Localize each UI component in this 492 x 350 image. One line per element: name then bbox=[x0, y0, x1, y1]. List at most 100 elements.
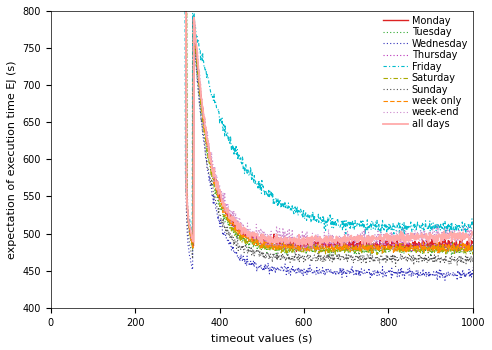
Saturday bbox=[466, 248, 472, 252]
all days bbox=[183, 9, 189, 13]
week only bbox=[405, 246, 411, 250]
all days bbox=[338, 244, 344, 248]
week only bbox=[470, 244, 476, 248]
Tuesday bbox=[223, 218, 229, 222]
Thursday bbox=[395, 241, 401, 246]
week only bbox=[369, 251, 375, 256]
Friday bbox=[450, 233, 456, 238]
week only bbox=[438, 247, 444, 252]
week only bbox=[396, 247, 401, 251]
Tuesday bbox=[470, 248, 476, 252]
Saturday bbox=[223, 215, 229, 219]
Thursday bbox=[438, 243, 444, 247]
Saturday bbox=[443, 253, 449, 257]
Sunday bbox=[205, 164, 211, 168]
Friday bbox=[470, 223, 476, 227]
Thursday bbox=[448, 246, 454, 250]
Saturday bbox=[414, 246, 420, 250]
Wednesday bbox=[183, 13, 189, 17]
week-end bbox=[414, 232, 420, 237]
Friday bbox=[241, 165, 247, 169]
Saturday bbox=[351, 250, 357, 254]
Sunday bbox=[385, 256, 391, 260]
Monday bbox=[293, 249, 299, 253]
Line: Wednesday: Wednesday bbox=[186, 15, 473, 280]
Friday bbox=[303, 214, 308, 218]
Line: Tuesday: Tuesday bbox=[187, 14, 473, 256]
week-end bbox=[303, 250, 308, 254]
Thursday bbox=[453, 251, 459, 255]
week-end bbox=[184, 10, 190, 15]
week-end bbox=[466, 230, 472, 234]
Friday bbox=[354, 221, 360, 225]
Tuesday bbox=[447, 247, 453, 252]
week-end bbox=[223, 202, 229, 206]
Sunday bbox=[470, 256, 476, 260]
Monday bbox=[362, 239, 368, 244]
Line: week only: week only bbox=[186, 12, 473, 253]
all days bbox=[349, 237, 355, 241]
Line: Thursday: Thursday bbox=[186, 14, 473, 253]
Thursday bbox=[470, 245, 476, 249]
week-end bbox=[351, 233, 357, 237]
Monday bbox=[320, 245, 326, 250]
Tuesday bbox=[351, 251, 357, 256]
Friday bbox=[196, 47, 202, 51]
Wednesday bbox=[320, 266, 326, 270]
Sunday bbox=[362, 258, 368, 262]
Wednesday bbox=[385, 270, 391, 274]
Line: Monday: Monday bbox=[186, 10, 473, 251]
Friday bbox=[267, 189, 273, 193]
Wednesday bbox=[470, 265, 476, 270]
Wednesday bbox=[434, 278, 440, 282]
Saturday bbox=[470, 252, 476, 257]
Thursday bbox=[405, 240, 411, 244]
week only bbox=[241, 233, 247, 237]
Sunday bbox=[320, 257, 326, 261]
Tuesday bbox=[466, 244, 472, 248]
Saturday bbox=[337, 249, 343, 253]
Monday bbox=[232, 223, 238, 227]
Tuesday bbox=[184, 12, 190, 16]
Thursday bbox=[419, 243, 425, 247]
Wednesday bbox=[205, 168, 211, 173]
week only bbox=[419, 248, 425, 252]
week only bbox=[184, 10, 189, 14]
Monday bbox=[470, 241, 476, 245]
Line: Sunday: Sunday bbox=[186, 15, 473, 266]
Tuesday bbox=[338, 248, 343, 252]
all days bbox=[205, 140, 211, 144]
Friday bbox=[223, 132, 229, 136]
Monday bbox=[385, 243, 391, 247]
Y-axis label: expectation of execution time EJ (s): expectation of execution time EJ (s) bbox=[7, 60, 17, 259]
all days bbox=[470, 232, 476, 236]
week only bbox=[449, 244, 455, 248]
week-end bbox=[447, 228, 453, 232]
Friday bbox=[182, 9, 188, 13]
all days bbox=[385, 233, 391, 237]
Wednesday bbox=[349, 269, 355, 273]
Tuesday bbox=[327, 254, 333, 258]
week-end bbox=[470, 237, 476, 241]
Monday bbox=[183, 8, 189, 13]
week-end bbox=[338, 236, 343, 240]
all days bbox=[320, 240, 326, 245]
Line: Saturday: Saturday bbox=[187, 13, 473, 255]
X-axis label: timeout values (s): timeout values (s) bbox=[211, 333, 312, 343]
Monday bbox=[205, 141, 211, 145]
Sunday bbox=[349, 258, 355, 262]
Wednesday bbox=[232, 251, 238, 255]
Thursday bbox=[184, 12, 189, 16]
Tuesday bbox=[414, 243, 420, 247]
Legend: Monday, Tuesday, Wednesday, Thursday, Friday, Saturday, Sunday, week only, week-: Monday, Tuesday, Wednesday, Thursday, Fr… bbox=[381, 14, 470, 131]
Line: week-end: week-end bbox=[187, 13, 473, 252]
Thursday bbox=[241, 235, 247, 239]
Wednesday bbox=[362, 271, 368, 275]
Sunday bbox=[232, 237, 238, 241]
all days bbox=[232, 218, 238, 222]
Line: all days: all days bbox=[186, 11, 473, 246]
Saturday bbox=[447, 246, 453, 251]
Monday bbox=[349, 240, 355, 244]
Line: Friday: Friday bbox=[185, 11, 473, 236]
Sunday bbox=[393, 264, 399, 268]
